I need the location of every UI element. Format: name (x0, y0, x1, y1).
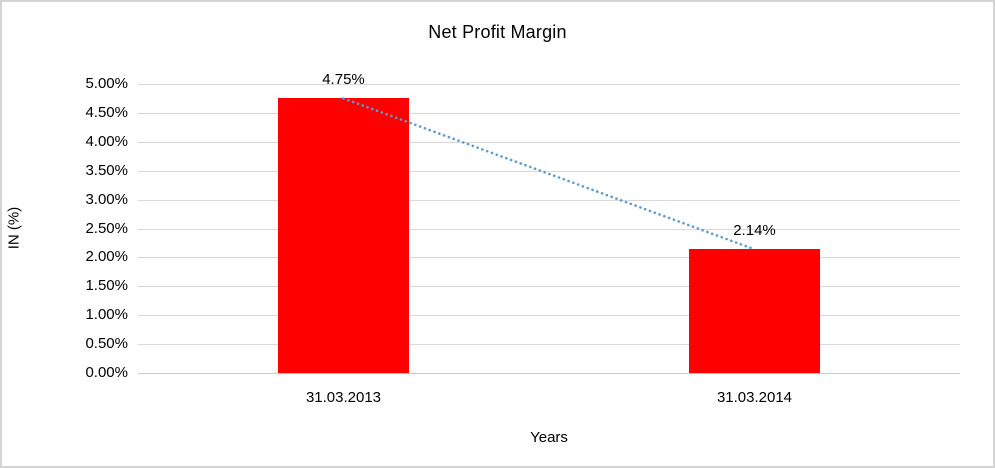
gridline (138, 199, 960, 201)
y-tick-label: 2.00% (85, 248, 128, 266)
bar-31.03.2013 (278, 98, 409, 373)
y-tick-label: 1.50% (85, 277, 128, 295)
gridline (138, 286, 960, 288)
y-tick-label: 0.50% (85, 335, 128, 353)
x-tick-label: 31.03.2014 (716, 389, 793, 406)
x-tick-label: 31.03.2013 (305, 389, 382, 406)
x-axis-title: Years (530, 429, 568, 446)
y-tick-label: 3.50% (85, 161, 128, 179)
y-axis-title-text: IN (%) (5, 206, 23, 250)
y-tick-label: 2.50% (85, 219, 128, 237)
gridline (138, 344, 960, 346)
y-tick-label: 4.50% (85, 103, 128, 121)
y-tick-label: 5.00% (85, 75, 128, 92)
data-label: 2.14% (733, 222, 776, 240)
gridline (138, 112, 960, 114)
y-tick-label: 3.00% (85, 190, 128, 208)
data-label: 4.75% (322, 71, 365, 89)
gridline (138, 141, 960, 143)
y-tick-label: 4.00% (85, 132, 128, 150)
bar-31.03.2014 (689, 249, 820, 373)
chart-title: Net Profit Margin (428, 22, 567, 42)
x-axis-line (138, 373, 960, 374)
gridline (138, 170, 960, 172)
gridline (138, 257, 960, 259)
y-tick-label: 0.00% (85, 364, 128, 381)
gridline (138, 228, 960, 230)
y-tick-label: 1.00% (85, 306, 128, 324)
gridline (138, 315, 960, 317)
gridline (138, 84, 960, 85)
